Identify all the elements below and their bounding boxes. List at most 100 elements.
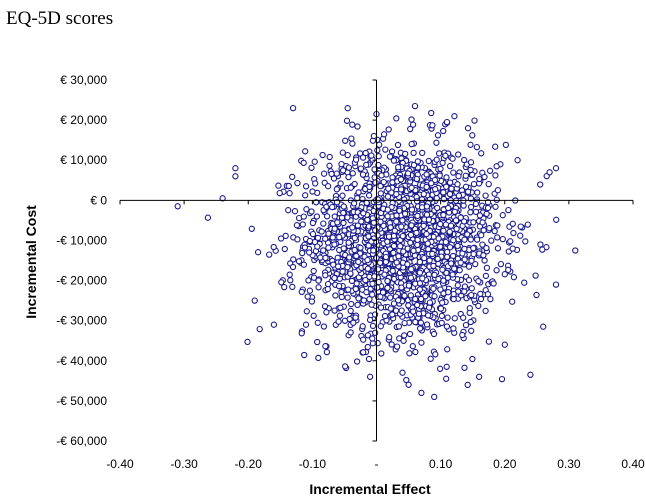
- data-point: [344, 294, 351, 301]
- data-point: [532, 272, 539, 279]
- data-point: [443, 323, 451, 330]
- data-point: [437, 220, 444, 228]
- data-point: [484, 204, 492, 212]
- data-point: [450, 325, 457, 332]
- data-point: [410, 247, 417, 254]
- data-point: [365, 233, 372, 240]
- data-point: [380, 131, 388, 138]
- data-point: [412, 280, 419, 287]
- data-point: [357, 244, 364, 251]
- data-point: [390, 249, 397, 257]
- data-point: [408, 206, 416, 213]
- data-point: [409, 343, 416, 350]
- data-point: [294, 179, 301, 187]
- data-point: [437, 165, 444, 173]
- y-tick-label: -€ 40,000: [56, 354, 107, 368]
- data-point: [306, 249, 313, 256]
- data-point: [420, 190, 427, 198]
- data-point: [413, 175, 420, 183]
- data-point: [310, 312, 317, 319]
- data-point: [499, 212, 506, 219]
- data-point: [315, 354, 322, 362]
- data-point: [455, 173, 462, 180]
- data-point: [302, 183, 310, 190]
- data-point: [381, 271, 388, 278]
- data-point: [401, 210, 409, 217]
- data-point: [469, 355, 476, 363]
- data-point: [470, 219, 477, 226]
- data-point: [363, 199, 370, 207]
- data-point: [390, 242, 398, 250]
- data-point: [352, 156, 360, 163]
- data-point: [475, 278, 482, 285]
- data-point: [453, 225, 460, 233]
- data-point: [433, 139, 440, 146]
- data-point: [467, 209, 474, 216]
- data-point: [314, 243, 321, 250]
- data-point: [440, 227, 447, 234]
- data-point: [423, 211, 431, 218]
- data-point: [399, 232, 406, 240]
- data-point: [299, 221, 306, 228]
- data-point: [408, 140, 415, 148]
- data-point: [451, 315, 458, 322]
- data-point: [355, 295, 362, 302]
- data-point: [433, 156, 440, 163]
- data-point: [435, 235, 442, 242]
- data-point: [365, 355, 373, 363]
- data-point: [389, 267, 396, 275]
- data-point: [465, 277, 473, 284]
- data-point: [322, 272, 329, 279]
- x-axis-title: Incremental Effect: [309, 481, 431, 497]
- data-point: [348, 135, 355, 142]
- y-tick-label: -€ 50,000: [56, 394, 107, 408]
- data-point: [333, 199, 341, 206]
- data-point: [285, 207, 292, 214]
- data-point: [390, 300, 398, 307]
- data-point: [289, 283, 296, 291]
- data-point: [467, 318, 474, 326]
- data-point: [350, 319, 357, 326]
- data-point: [329, 203, 336, 211]
- data-point: [442, 152, 449, 159]
- data-point: [423, 183, 430, 191]
- data-point: [371, 166, 378, 173]
- data-point: [486, 167, 494, 174]
- x-tick-label: 0.40: [621, 457, 645, 471]
- data-point: [454, 242, 461, 250]
- data-point: [413, 198, 421, 205]
- data-point: [299, 249, 306, 257]
- data-point: [414, 241, 421, 249]
- data-point: [368, 301, 375, 308]
- data-point: [397, 176, 405, 183]
- data-point: [340, 245, 347, 252]
- data-point: [431, 271, 438, 279]
- data-point: [462, 321, 470, 329]
- data-point: [396, 207, 403, 214]
- data-point: [294, 236, 301, 243]
- data-point: [431, 293, 438, 300]
- x-tick-label: -: [375, 457, 379, 471]
- data-point: [360, 210, 367, 217]
- data-point: [502, 141, 510, 149]
- data-point: [387, 294, 394, 301]
- data-point: [426, 299, 434, 306]
- data-point: [493, 163, 500, 170]
- data-point: [333, 186, 340, 193]
- data-point: [330, 261, 337, 268]
- data-point: [443, 183, 450, 190]
- data-point: [385, 126, 392, 133]
- data-point: [414, 301, 421, 309]
- data-point: [244, 338, 251, 346]
- y-tick-label: € 0: [90, 193, 107, 207]
- data-point: [419, 149, 426, 157]
- data-point: [309, 188, 316, 195]
- data-point: [425, 304, 433, 311]
- data-point: [399, 369, 406, 376]
- data-point: [483, 244, 490, 252]
- data-point: [384, 284, 391, 292]
- data-point: [408, 184, 415, 191]
- data-point: [389, 174, 396, 181]
- data-point: [473, 143, 481, 151]
- data-point: [446, 228, 453, 235]
